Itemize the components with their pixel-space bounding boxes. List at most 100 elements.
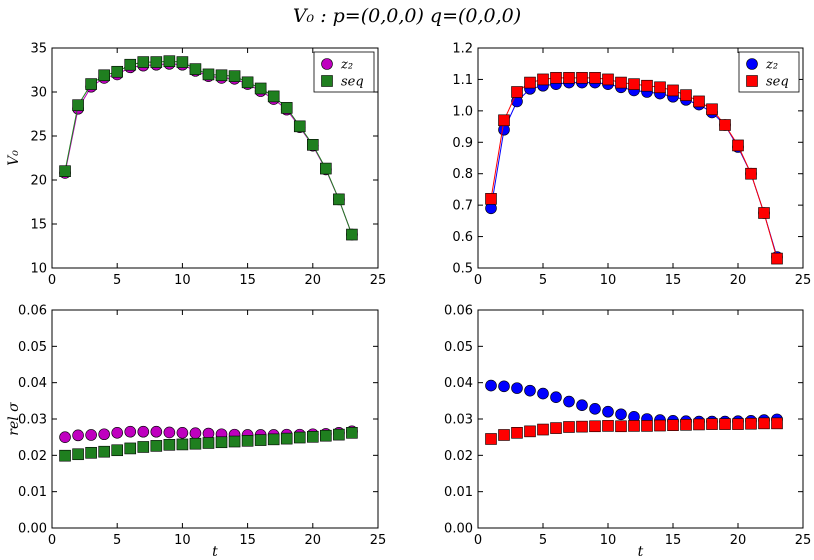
y-tick-label: 0.05 [18,340,47,355]
data-point [485,379,497,392]
data-point [706,103,718,116]
data-point [693,418,705,431]
data-point [306,431,319,443]
data-point [267,433,280,446]
y-tick-label: 0.9 [452,136,473,151]
y-tick-label: 0.04 [444,376,473,391]
data-point [189,427,202,439]
x-tick-label: 25 [795,533,812,548]
data-point [498,380,510,393]
legend-marker [746,75,758,87]
x-tick-label: 5 [113,273,121,288]
data-point [758,417,770,430]
y-tick-label: 0.00 [18,522,47,537]
axes-frame [51,309,379,529]
y-tick-label: 0.02 [444,449,473,464]
data-point [72,99,84,111]
series-line [490,77,778,259]
x-tick-label: 15 [239,273,256,288]
data-point [589,72,601,84]
data-point [111,427,123,439]
data-point [215,436,228,449]
data-point [293,431,306,444]
data-point [654,419,666,432]
y-tick-label: 0.06 [444,304,473,319]
data-point [137,441,150,453]
x-tick-label: 5 [113,533,121,548]
y-tick-label: 0.02 [18,449,47,464]
data-point [333,193,345,206]
data-point [189,63,202,75]
x-axis-label: t [638,544,644,560]
data-point [563,395,575,408]
data-point [163,55,176,68]
data-point [111,65,123,78]
data-point [111,444,123,457]
data-point [254,434,267,446]
figure-title: V₀ : p=(0,0,0) q=(0,0,0) [293,5,521,27]
y-tick-label: 0.00 [444,522,473,537]
data-point [98,428,110,441]
data-point [85,429,97,441]
y-tick-label: 30 [30,86,47,101]
data-point [745,417,757,430]
data-point [189,437,202,450]
x-axis-label: t [212,544,218,560]
axes-frame [477,47,804,269]
legend-label: seq [341,75,364,90]
x-tick-label: 10 [600,533,617,548]
data-point [215,69,228,82]
data-point [615,420,627,433]
data-point [615,408,627,421]
data-point [163,426,176,439]
x-tick-label: 20 [305,533,322,548]
data-point [732,139,744,152]
data-point [589,403,601,415]
x-tick-label: 10 [174,533,191,548]
data-point [680,89,692,101]
x-tick-label: 5 [539,533,547,548]
data-point [241,434,254,447]
data-point [667,419,679,431]
panel-bottom-right: 0 5 10 15 20 25 0.00 0.01 0.02 0.03 0.04 0.05 0.06 t [444,304,811,560]
legend: z₂ seq [738,51,800,93]
data-point [137,56,150,68]
data-point [306,139,319,151]
legend-label: z₂ [765,58,778,73]
data-point [680,419,692,431]
data-point [693,95,705,108]
legend-box [313,51,375,93]
x-tick-label: 10 [600,273,617,288]
data-point [176,438,189,451]
data-point [150,425,163,438]
data-point [537,73,549,86]
data-point [163,438,176,451]
data-point [771,252,783,265]
data-point [137,425,150,438]
legend-marker [321,58,333,70]
data-point [98,445,110,458]
panel-bottom-left: 0 5 10 15 20 25 0.00 0.01 0.02 0.03 0.04 0.05 0.06 re… [6,304,386,560]
data-point [615,76,627,89]
data-point [576,72,588,84]
data-point [732,418,744,430]
y-tick-label: 0.04 [18,376,47,391]
data-point [85,446,97,459]
data-point [524,425,536,438]
x-tick-label: 15 [239,533,256,548]
data-point [485,433,497,445]
data-point [150,440,163,452]
legend-marker [746,58,758,70]
data-point [498,114,510,127]
x-tick-label: 20 [305,273,322,288]
data-point [667,84,679,97]
x-tick-label: 0 [474,533,482,548]
data-point [59,449,71,462]
x-tick-label: 15 [665,273,682,288]
data-point [72,448,84,461]
data-point [241,76,254,89]
data-point [537,387,549,400]
series-line [490,82,778,258]
x-tick-label: 25 [370,273,387,288]
